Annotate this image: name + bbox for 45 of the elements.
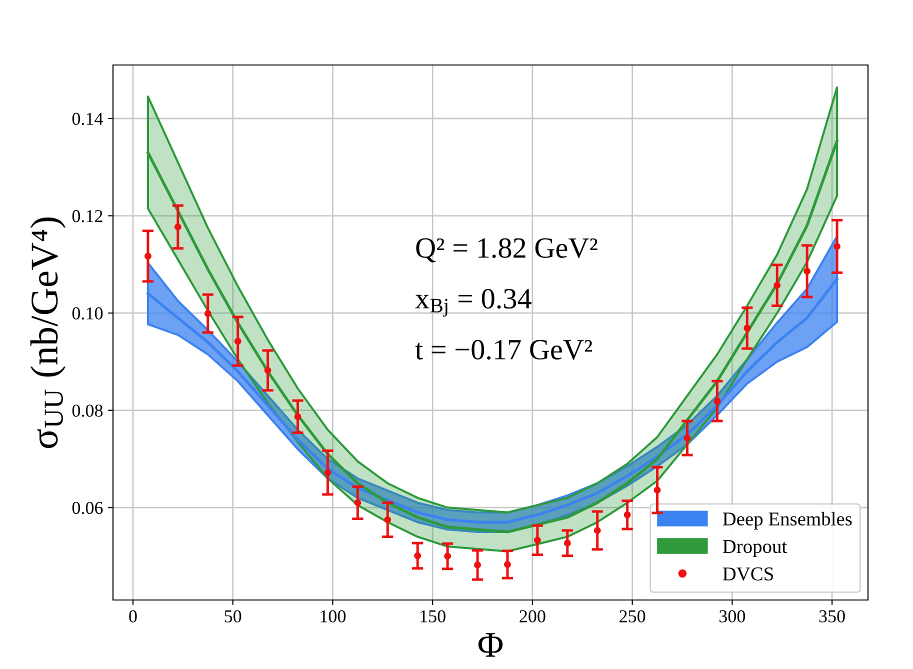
point [444, 552, 452, 560]
point [294, 413, 302, 420]
x-tick-label: 350 [819, 610, 845, 622]
annotation: Q² = 1.82 GeV² [416, 238, 598, 262]
point [594, 526, 601, 534]
point [534, 536, 541, 544]
x-tick-label: 0 [129, 610, 137, 622]
point [774, 282, 781, 289]
point [654, 486, 661, 494]
x-tick-label: 300 [720, 610, 746, 622]
point [744, 324, 751, 332]
point [504, 561, 511, 568]
annotation: x$_{Bj}$ = 0.34 [415, 288, 532, 317]
point [384, 516, 392, 524]
legend-label: DVCS [722, 567, 773, 581]
point [834, 242, 841, 250]
x-tick-label: 200 [520, 610, 546, 622]
point [234, 338, 242, 345]
point [474, 562, 481, 568]
point [174, 223, 182, 230]
y-tick-label: 0.08 [72, 404, 103, 417]
point [684, 434, 691, 442]
x-tick-label: 50 [224, 610, 242, 622]
y-axis-title: σ$_{UU}$ (nb/GeV⁴) [30, 217, 66, 448]
point [204, 310, 212, 318]
y-tick-label: 0.12 [72, 210, 102, 222]
annotation: t = −0.17 GeV² [415, 340, 592, 360]
legend-label: Deep Ensembles [722, 512, 852, 530]
y-tick-label: 0.14 [72, 112, 103, 126]
point [144, 252, 152, 260]
x-tick-label: 150 [420, 610, 446, 622]
point [264, 366, 272, 374]
point [414, 552, 422, 560]
point [324, 469, 332, 476]
point [804, 268, 811, 275]
point [564, 540, 571, 547]
x-axis-title: Φ [478, 633, 503, 657]
point [714, 398, 721, 405]
y-tick-label: 0.10 [72, 307, 103, 320]
x-tick-label: 100 [320, 610, 346, 622]
point [354, 499, 362, 506]
legend-label: Dropout [722, 540, 788, 557]
point [624, 511, 631, 518]
y-tick-label: 0.06 [72, 502, 103, 514]
x-tick-label: 250 [620, 610, 646, 622]
